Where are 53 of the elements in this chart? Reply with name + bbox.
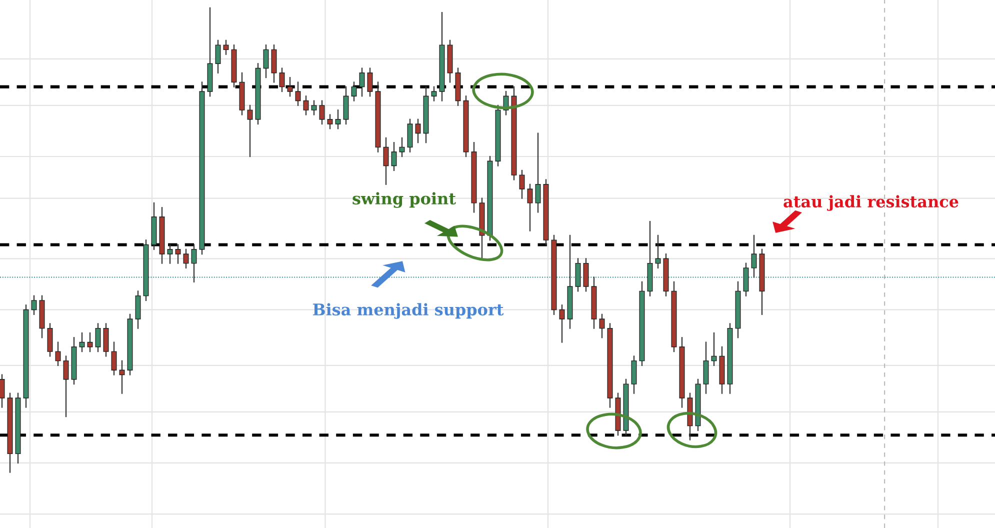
candlestick (327, 114, 333, 130)
candlestick (703, 342, 709, 394)
candlestick (431, 86, 437, 102)
candlestick (55, 342, 61, 366)
annotation: Bisa menjadi support (313, 303, 504, 319)
candlestick (535, 132, 541, 213)
candlestick (31, 295, 37, 315)
candlestick (711, 332, 717, 366)
candlestick (335, 110, 341, 130)
candlestick (519, 170, 525, 199)
candlestick (279, 68, 285, 92)
candlestick (407, 118, 413, 152)
candlestick (631, 356, 637, 394)
candlestick (247, 104, 253, 158)
candlestick (359, 68, 365, 97)
candlestick (63, 356, 69, 418)
candlestick (295, 82, 301, 106)
candlestick (527, 184, 533, 232)
annotation: swing point (352, 192, 456, 208)
candlestick (47, 323, 53, 357)
candlestick (167, 244, 173, 264)
candlestick (95, 323, 101, 352)
candlestick (399, 137, 405, 158)
candlestick (119, 360, 125, 394)
candlestick (311, 100, 317, 116)
candlestick (751, 234, 757, 278)
candlestick (215, 40, 221, 74)
candlestick (575, 258, 581, 292)
candlestick (135, 290, 141, 329)
candlestick (655, 234, 661, 268)
candlestick (303, 96, 309, 116)
candlestick (0, 374, 5, 408)
candlestick (175, 244, 181, 264)
candlestick (319, 100, 325, 125)
candlestick (599, 314, 605, 338)
candlestick (351, 82, 357, 102)
text: atau jadi resistance (784, 195, 958, 211)
candlestick (583, 258, 589, 292)
candlestick (743, 262, 749, 296)
candlestick (263, 44, 269, 78)
candlestick (183, 248, 189, 268)
candlestick (559, 304, 565, 343)
candlestick (367, 68, 373, 97)
candlestick (103, 323, 109, 357)
candlestick (391, 142, 397, 171)
candlestick (287, 76, 293, 97)
candlestick (343, 86, 349, 125)
candlestick (383, 137, 389, 185)
candlestick (271, 44, 277, 83)
candlestick (191, 244, 197, 282)
candlestick (415, 118, 421, 144)
candlestick (111, 342, 117, 376)
candlestick (223, 40, 229, 55)
